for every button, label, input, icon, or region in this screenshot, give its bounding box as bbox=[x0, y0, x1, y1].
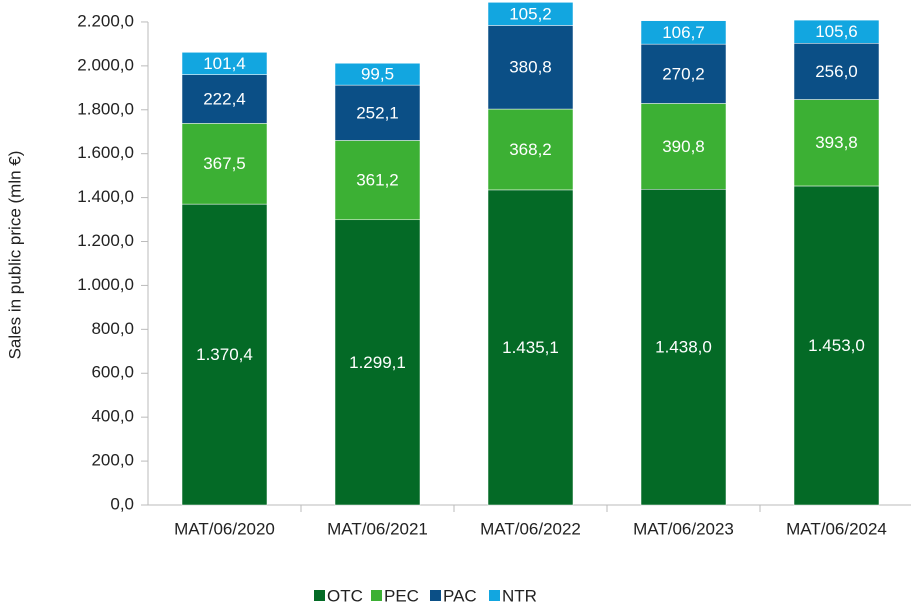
data-label: 390,8 bbox=[662, 137, 705, 156]
data-label: 380,8 bbox=[509, 58, 552, 77]
bar-segment bbox=[334, 140, 421, 221]
data-label: 393,8 bbox=[815, 133, 858, 152]
bar-segment bbox=[334, 63, 421, 86]
y-tick-label: 0,0 bbox=[110, 494, 134, 513]
bar-segment bbox=[487, 25, 574, 110]
legend-swatch bbox=[430, 590, 441, 601]
data-label: 1.453,0 bbox=[808, 336, 865, 355]
bar-segment bbox=[640, 103, 727, 190]
y-tick-label: 400,0 bbox=[91, 407, 134, 426]
y-tick-label: 2.200,0 bbox=[77, 11, 134, 30]
legend-label: OTC bbox=[327, 586, 363, 605]
y-tick-label: 2.000,0 bbox=[77, 55, 134, 74]
data-label: 270,2 bbox=[662, 64, 705, 83]
data-label: 101,4 bbox=[203, 54, 246, 73]
bar-segment bbox=[487, 108, 574, 191]
y-tick-label: 1.800,0 bbox=[77, 99, 134, 118]
y-tick-label: 1.400,0 bbox=[77, 187, 134, 206]
y-axis-title: Sales in public price (mln €) bbox=[5, 151, 24, 360]
bar-segment bbox=[181, 52, 268, 75]
y-tick-label: 200,0 bbox=[91, 451, 134, 470]
y-tick-label: 1.200,0 bbox=[77, 231, 134, 250]
x-tick-label: MAT/06/2020 bbox=[174, 519, 275, 538]
legend-swatch bbox=[371, 590, 382, 601]
data-label: 256,0 bbox=[815, 62, 858, 81]
legend-label: NTR bbox=[502, 586, 537, 605]
bar-segment bbox=[181, 203, 268, 506]
x-tick-label: MAT/06/2021 bbox=[327, 519, 428, 538]
bar-segment bbox=[793, 43, 880, 100]
bar-segment bbox=[181, 123, 268, 205]
y-tick-label: 600,0 bbox=[91, 363, 134, 382]
data-label: 1.370,4 bbox=[196, 345, 253, 364]
y-tick-label: 800,0 bbox=[91, 319, 134, 338]
data-label: 367,5 bbox=[203, 154, 246, 173]
data-label: 106,7 bbox=[662, 23, 705, 42]
data-label: 1.435,1 bbox=[502, 338, 559, 357]
y-tick-label: 1.600,0 bbox=[77, 143, 134, 162]
bar-segment bbox=[487, 189, 574, 506]
legend-swatch bbox=[489, 590, 500, 601]
data-label: 222,4 bbox=[203, 89, 246, 108]
bar-segment bbox=[793, 185, 880, 506]
legend-swatch bbox=[314, 590, 325, 601]
x-tick-label: MAT/06/2024 bbox=[786, 519, 887, 538]
data-label: 99,5 bbox=[361, 65, 394, 84]
bar-segment bbox=[793, 19, 880, 44]
legend-label: PEC bbox=[384, 586, 419, 605]
data-label: 1.438,0 bbox=[655, 338, 712, 357]
bar-segment bbox=[640, 43, 727, 104]
bar-segment bbox=[181, 74, 268, 124]
x-tick-label: MAT/06/2023 bbox=[633, 519, 734, 538]
data-label: 361,2 bbox=[356, 171, 399, 190]
bar-segment bbox=[334, 84, 421, 141]
data-label: 368,2 bbox=[509, 140, 552, 159]
bar-segment bbox=[487, 2, 574, 26]
data-label: 252,1 bbox=[356, 103, 399, 122]
data-label: 105,2 bbox=[509, 4, 552, 23]
bar-segment bbox=[334, 219, 421, 506]
bar-segment bbox=[640, 189, 727, 506]
data-label: 1.299,1 bbox=[349, 353, 406, 372]
legend-label: PAC bbox=[443, 586, 477, 605]
x-tick-label: MAT/06/2022 bbox=[480, 519, 581, 538]
bar-segment bbox=[640, 20, 727, 45]
y-tick-label: 1.000,0 bbox=[77, 275, 134, 294]
bar-segment bbox=[793, 99, 880, 187]
data-label: 105,6 bbox=[815, 22, 858, 41]
